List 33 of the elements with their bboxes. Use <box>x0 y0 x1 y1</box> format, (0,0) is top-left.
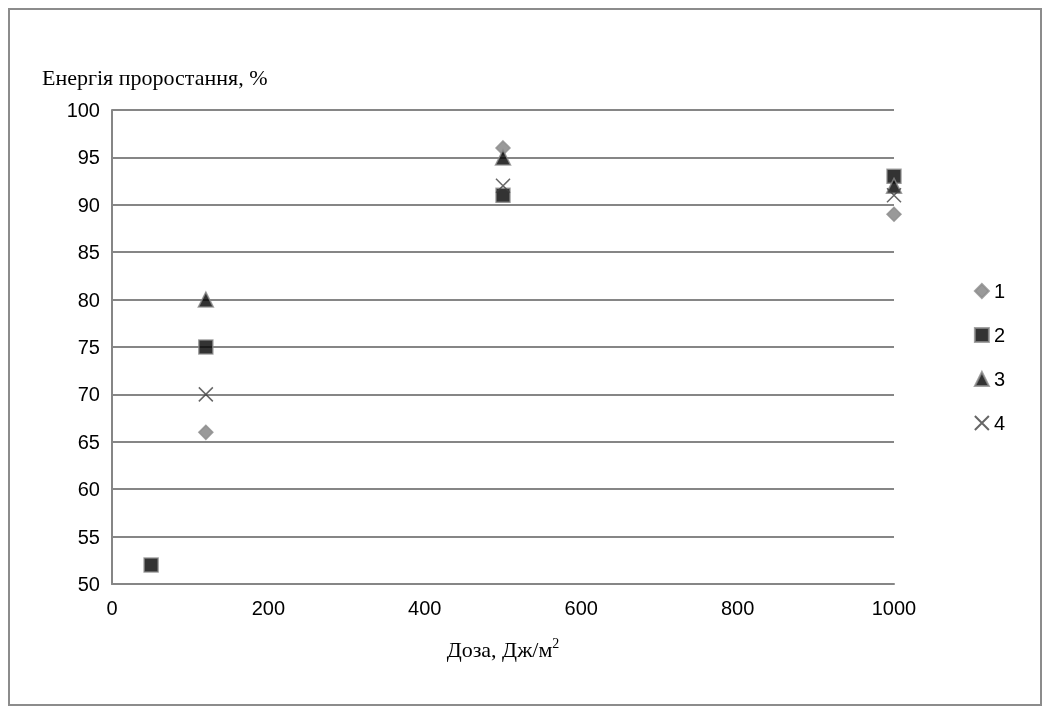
legend-label: 1 <box>993 280 1005 302</box>
x-tick-label: 400 <box>408 597 442 619</box>
y-tick-label: 55 <box>77 525 100 548</box>
y-tick-label: 50 <box>77 573 100 595</box>
y-tick-label: 85 <box>77 241 100 264</box>
legend-label: 4 <box>993 412 1005 434</box>
point <box>886 187 902 204</box>
y-tick-label: 60 <box>77 478 100 501</box>
y-tick-label: 75 <box>77 336 100 358</box>
point <box>886 168 902 185</box>
point <box>495 187 511 204</box>
point <box>197 291 215 308</box>
point <box>198 424 214 441</box>
point <box>495 178 511 194</box>
point <box>143 557 159 573</box>
y-tick-label: 80 <box>77 288 100 311</box>
y-axis-title: Енергія проростання, % <box>42 64 268 90</box>
y-tick-label: 95 <box>77 146 100 169</box>
y-tick-label: 70 <box>77 383 100 406</box>
point <box>494 149 512 166</box>
y-tick-label: 65 <box>77 430 100 453</box>
x-tick-label: 0 <box>106 597 118 619</box>
x-tick-label: 600 <box>564 597 598 619</box>
legend-label: 2 <box>993 324 1005 346</box>
point <box>198 339 214 355</box>
legend-label: 3 <box>993 368 1005 390</box>
point <box>198 386 214 403</box>
x-tick-label: 200 <box>251 597 286 619</box>
point <box>886 206 902 223</box>
x-tick-label: 1000 <box>871 597 917 619</box>
y-tick-label: 90 <box>77 193 100 216</box>
y-tick-label: 100 <box>66 99 100 121</box>
x-tick-label: 800 <box>720 597 755 619</box>
